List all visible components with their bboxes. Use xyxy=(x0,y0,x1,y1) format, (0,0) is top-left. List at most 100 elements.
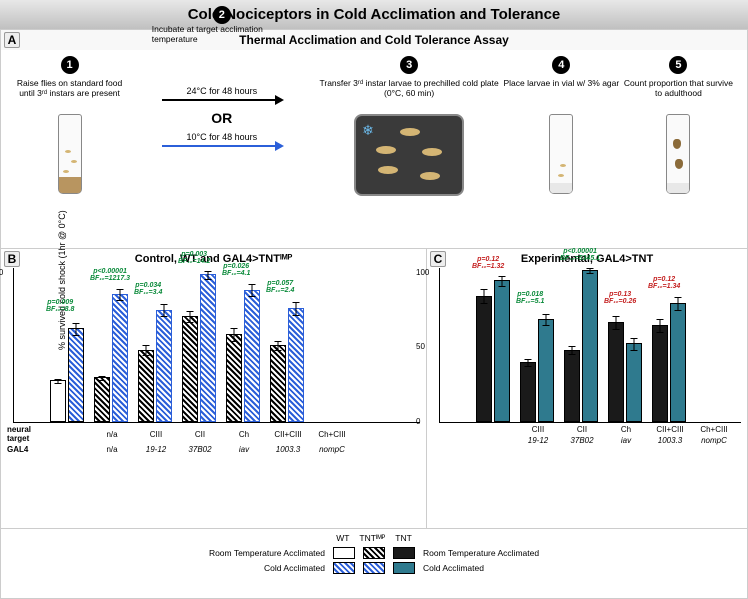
cold-plate-icon: ❄ xyxy=(354,114,464,196)
bar xyxy=(182,316,198,422)
ytick: 50 xyxy=(416,342,425,351)
cond-10c: 10°C for 48 hours xyxy=(186,132,257,142)
bar xyxy=(94,377,110,422)
bar xyxy=(244,290,260,422)
legend-head-imp: TNTᴵᴹᴾ xyxy=(359,533,385,543)
step-2-num: 2 xyxy=(213,6,231,24)
fly-icon xyxy=(673,139,681,149)
swatch-tnt-rt xyxy=(393,547,415,559)
bar xyxy=(476,296,492,422)
step-1-num: 1 xyxy=(61,56,79,74)
x-label: CII xyxy=(565,425,599,434)
bar xyxy=(626,343,642,422)
x-label: Ch xyxy=(227,430,261,439)
p-value: p=0.009BF₁₀=8.8 xyxy=(46,299,74,313)
gal4-label: GAL4 xyxy=(7,445,53,454)
bar xyxy=(226,334,242,422)
bar-group: p=0.12BF₁₀=1.32 xyxy=(476,268,510,422)
step-4-num: 4 xyxy=(552,56,570,74)
panel-a-letter: A xyxy=(4,32,20,48)
step-2-arrows: 2 Incubate at target acclimation tempera… xyxy=(128,86,315,150)
vial-agar xyxy=(549,114,573,194)
bar-group: p<0.00001BF₁₀=1217.3 xyxy=(94,268,128,422)
panel-b-title: Control, WT and GAL4>TNTᴵᴹᴾ xyxy=(7,253,420,265)
step-1-label: Raise flies on standard food until 3ʳᵈ i… xyxy=(11,78,128,106)
bar xyxy=(670,303,686,422)
panel-a-subtitle: Thermal Acclimation and Cold Tolerance A… xyxy=(1,30,747,50)
snowflake-icon: ❄ xyxy=(362,122,374,139)
step-3-label: Transfer 3ʳᵈ instar larvae to prechilled… xyxy=(315,78,502,106)
bar-group: p=0.003BF₁₀=14.2 xyxy=(182,268,216,422)
legend-rt-label: Room Temperature Acclimated xyxy=(209,548,325,558)
panel-a: A Thermal Acclimation and Cold Tolerance… xyxy=(0,29,748,249)
chart-c: 0 50 100 p=0.12BF₁₀=1.32p=0.018BF₁₀=5.1p… xyxy=(439,268,741,423)
bar xyxy=(582,270,598,422)
neural-target-label: neural target xyxy=(7,425,53,443)
p-value: p=0.003BF₁₀=14.2 xyxy=(178,251,210,265)
x-label: iav xyxy=(609,436,643,445)
bar xyxy=(200,274,216,422)
bar xyxy=(288,308,304,422)
bar xyxy=(156,310,172,422)
x-label: 19-12 xyxy=(139,445,173,454)
swatch-tnt-ca xyxy=(393,562,415,574)
x-label: n/a xyxy=(95,445,129,454)
bar xyxy=(68,328,84,422)
swatch-imp-rt xyxy=(363,547,385,559)
x-label: CIII xyxy=(139,430,173,439)
vial-adults xyxy=(666,114,690,194)
x-label: 19-12 xyxy=(521,436,555,445)
x-label: 37B02 xyxy=(565,436,599,445)
bar xyxy=(112,294,128,422)
step-3-num: 3 xyxy=(400,56,418,74)
legend: WT TNTᴵᴹᴾ TNT Room Temperature Acclimate… xyxy=(0,529,748,599)
step-4-label: Place larvae in vial w/ 3% agar xyxy=(503,78,619,106)
legend-ca-label-r: Cold Acclimated xyxy=(423,563,484,573)
legend-head-wt: WT xyxy=(336,533,349,543)
bar-group: p=0.026BF₁₀=4.1 xyxy=(226,268,260,422)
step-4: 4 Place larvae in vial w/ 3% agar xyxy=(503,56,620,194)
x-label: iav xyxy=(227,445,261,454)
step-2-label: Incubate at target acclimation temperatu… xyxy=(152,24,292,52)
swatch-wt-ca xyxy=(333,562,355,574)
bar-group: p=0.12BF₁₀=1.34 xyxy=(652,268,686,422)
bar xyxy=(520,362,536,422)
p-value: p=0.057BF₁₀=2.4 xyxy=(266,280,294,294)
bar-group: p=0.057BF₁₀=2.4 xyxy=(270,268,304,422)
p-value: p=0.12BF₁₀=1.32 xyxy=(472,256,504,270)
bar-group: p=0.13BF₁₀=0.26 xyxy=(608,268,642,422)
bar-group: p=0.018BF₁₀=5.1 xyxy=(520,268,554,422)
ytick: 0 xyxy=(416,417,420,426)
x-label: CII xyxy=(183,430,217,439)
panel-c-letter: C xyxy=(430,251,446,267)
bar xyxy=(652,325,668,422)
step-1: 1 Raise flies on standard food until 3ʳᵈ… xyxy=(11,56,128,194)
swatch-wt-rt xyxy=(333,547,355,559)
bar xyxy=(270,345,286,422)
x-label: nompC xyxy=(697,436,731,445)
x-label: Ch+CIII xyxy=(315,430,349,439)
step-5-num: 5 xyxy=(669,56,687,74)
bar xyxy=(538,319,554,422)
panel-b: B Control, WT and GAL4>TNTᴵᴹᴾ % survived… xyxy=(0,249,427,529)
ytick: 100 xyxy=(0,268,3,277)
x-label: Ch xyxy=(609,425,643,434)
x-label: Ch+CIII xyxy=(697,425,731,434)
p-value: p<0.00001BF₁₀=5345.1 xyxy=(560,248,600,262)
legend-head-tnt: TNT xyxy=(395,533,412,543)
x-label: 1003.3 xyxy=(271,445,305,454)
p-value: p=0.034BF₁₀=3.4 xyxy=(134,282,162,296)
x-label: CII+CIII xyxy=(271,430,305,439)
bar-group: p=0.034BF₁₀=3.4 xyxy=(138,268,172,422)
bar xyxy=(564,350,580,422)
chart-b: % survived cold shock (1hr @ 0°C) 0 50 1… xyxy=(13,268,420,423)
x-label: 37B02 xyxy=(183,445,217,454)
swatch-imp-ca xyxy=(363,562,385,574)
vial-food xyxy=(58,114,82,194)
x-row-neural: neural target n/aCIIICIIChCII+CIIICh+CII… xyxy=(7,425,420,443)
p-value: p=0.018BF₁₀=5.1 xyxy=(516,291,544,305)
x-label: 1003.3 xyxy=(653,436,687,445)
bar xyxy=(494,280,510,422)
p-value: p=0.026BF₁₀=4.1 xyxy=(222,263,250,277)
bar xyxy=(608,322,624,422)
